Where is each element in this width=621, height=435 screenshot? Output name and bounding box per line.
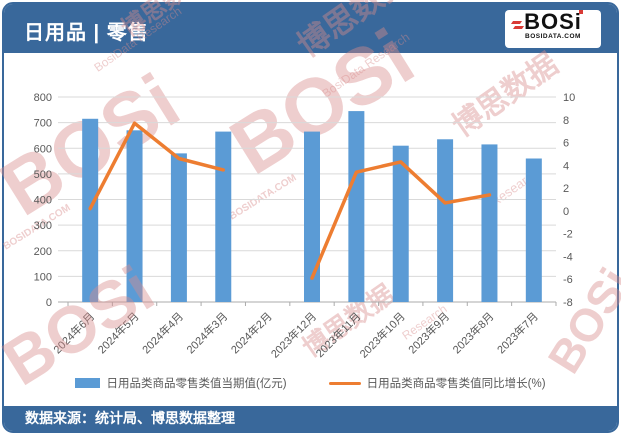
page-title: 日用品 | 零售 (24, 22, 149, 44)
card-footer: 数据来源：统计局、博思数据整理 (4, 406, 617, 431)
logo-red-slashes-icon (512, 19, 523, 31)
logo-text: BOSi (524, 9, 582, 34)
bosi-logo: BOSi BOSIDATA.COM (505, 10, 601, 48)
line-series-swatch-icon (328, 381, 361, 385)
line-series-label: 日用品类商品零售类值同比增长(%) (366, 378, 546, 390)
chart-legend: 日用品类商品零售类值当期值(亿元) 日用品类商品零售类值同比增长(%) (0, 375, 621, 391)
bosi-logo-wordmark: BOSi (524, 9, 583, 34)
logo-red-dot-icon (578, 10, 583, 14)
bar-series-label: 日用品类商品零售类值当期值(亿元) (106, 378, 287, 390)
legend-item-bar-series: 日用品类商品零售类值当期值(亿元) (75, 375, 287, 391)
legend-item-line-series: 日用品类商品零售类值同比增长(%) (328, 375, 546, 391)
card-header: 日用品 | 零售 BOSi BOSIDATA.COM (4, 4, 617, 53)
bar-series-swatch-icon (75, 378, 101, 388)
bosi-logo-domain: BOSIDATA.COM (525, 33, 581, 40)
data-source-text: 数据来源：统计局、博思数据整理 (25, 410, 235, 426)
